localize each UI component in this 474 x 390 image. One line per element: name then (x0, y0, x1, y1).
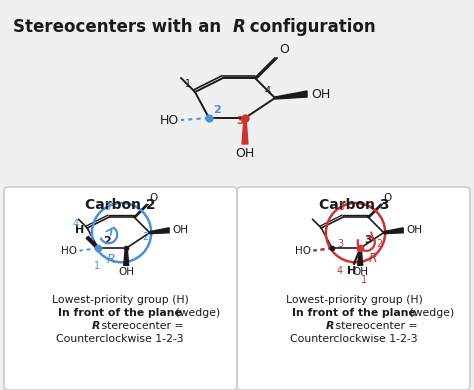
Polygon shape (383, 228, 403, 234)
Text: In front of the plane: In front of the plane (58, 308, 182, 318)
Text: 1: 1 (185, 79, 191, 89)
Polygon shape (358, 248, 363, 266)
Text: 2: 2 (213, 105, 221, 115)
Text: Stereocenters with an: Stereocenters with an (13, 18, 233, 36)
Text: Carbon 3: Carbon 3 (319, 198, 389, 212)
FancyBboxPatch shape (237, 187, 470, 390)
Text: 4: 4 (337, 266, 343, 276)
Text: OH: OH (172, 225, 188, 235)
Text: (wedge): (wedge) (172, 308, 220, 318)
Text: 2: 2 (103, 236, 111, 246)
Text: OH: OH (406, 225, 422, 235)
Polygon shape (242, 118, 248, 144)
Text: HO: HO (160, 113, 179, 126)
Text: (wedge): (wedge) (406, 308, 454, 318)
Text: H: H (75, 225, 84, 235)
Text: R: R (233, 18, 246, 36)
Text: R: R (92, 321, 100, 331)
Text: In front of the plane: In front of the plane (292, 308, 416, 318)
Text: 2: 2 (142, 232, 148, 243)
Text: O: O (279, 43, 289, 56)
Text: HO: HO (62, 246, 77, 255)
Text: 3: 3 (337, 239, 343, 249)
FancyBboxPatch shape (4, 187, 237, 390)
Text: 1: 1 (94, 261, 100, 271)
Text: configuration: configuration (244, 18, 375, 36)
Text: R: R (106, 253, 115, 266)
Text: 4: 4 (265, 86, 271, 96)
Polygon shape (150, 228, 169, 234)
Text: Lowest-priority group (H): Lowest-priority group (H) (285, 295, 422, 305)
Polygon shape (275, 91, 307, 99)
Text: H: H (347, 266, 356, 276)
Text: OH: OH (352, 268, 368, 277)
Text: OH: OH (118, 268, 134, 277)
Text: R: R (368, 252, 377, 265)
Text: OH: OH (236, 147, 255, 160)
Text: 4: 4 (72, 219, 78, 229)
Text: 3: 3 (338, 202, 344, 212)
Text: 3: 3 (364, 235, 372, 245)
Text: O: O (383, 193, 392, 202)
Text: Counterclockwise 1-2-3: Counterclockwise 1-2-3 (56, 334, 184, 344)
Polygon shape (124, 248, 129, 266)
Text: O: O (149, 193, 158, 202)
Text: 3: 3 (237, 116, 244, 126)
Text: stereocenter =: stereocenter = (98, 321, 183, 331)
Polygon shape (86, 236, 99, 249)
Text: R: R (326, 321, 334, 331)
Text: Lowest-priority group (H): Lowest-priority group (H) (52, 295, 189, 305)
Text: Carbon 2: Carbon 2 (85, 198, 155, 212)
Text: 3: 3 (104, 202, 110, 212)
Text: HO: HO (295, 246, 311, 255)
Text: 2: 2 (376, 239, 383, 249)
Text: OH: OH (311, 87, 330, 101)
Text: 1: 1 (361, 275, 367, 285)
Text: Counterclockwise 1-2-3: Counterclockwise 1-2-3 (290, 334, 418, 344)
Text: stereocenter =: stereocenter = (332, 321, 418, 331)
